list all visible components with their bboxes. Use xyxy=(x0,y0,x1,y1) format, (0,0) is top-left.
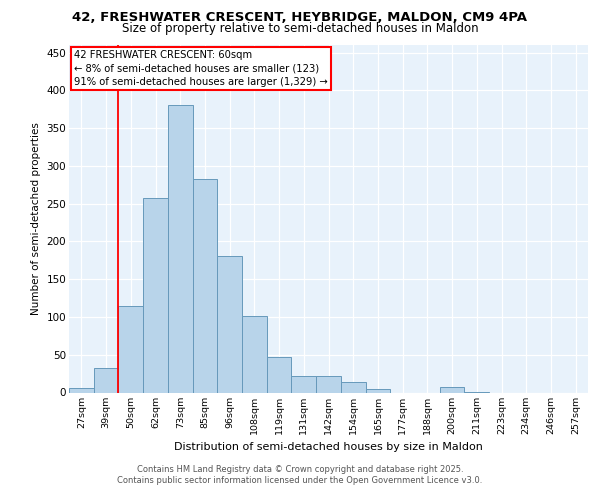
Bar xyxy=(440,387,464,392)
Bar xyxy=(242,316,267,392)
Text: Size of property relative to semi-detached houses in Maldon: Size of property relative to semi-detach… xyxy=(122,22,478,35)
Bar xyxy=(118,306,143,392)
Bar xyxy=(168,106,193,393)
Bar xyxy=(316,376,341,392)
Text: Contains public sector information licensed under the Open Government Licence v3: Contains public sector information licen… xyxy=(118,476,482,485)
X-axis label: Distribution of semi-detached houses by size in Maldon: Distribution of semi-detached houses by … xyxy=(174,442,483,452)
Text: 42, FRESHWATER CRESCENT, HEYBRIDGE, MALDON, CM9 4PA: 42, FRESHWATER CRESCENT, HEYBRIDGE, MALD… xyxy=(73,11,527,24)
Bar xyxy=(217,256,242,392)
Bar xyxy=(365,388,390,392)
Y-axis label: Number of semi-detached properties: Number of semi-detached properties xyxy=(31,122,41,315)
Bar xyxy=(94,368,118,392)
Bar xyxy=(292,376,316,392)
Text: 42 FRESHWATER CRESCENT: 60sqm
← 8% of semi-detached houses are smaller (123)
91%: 42 FRESHWATER CRESCENT: 60sqm ← 8% of se… xyxy=(74,50,328,86)
Bar xyxy=(341,382,365,392)
Bar xyxy=(143,198,168,392)
Bar xyxy=(193,180,217,392)
Text: Contains HM Land Registry data © Crown copyright and database right 2025.: Contains HM Land Registry data © Crown c… xyxy=(137,465,463,474)
Bar xyxy=(267,357,292,392)
Bar xyxy=(69,388,94,392)
